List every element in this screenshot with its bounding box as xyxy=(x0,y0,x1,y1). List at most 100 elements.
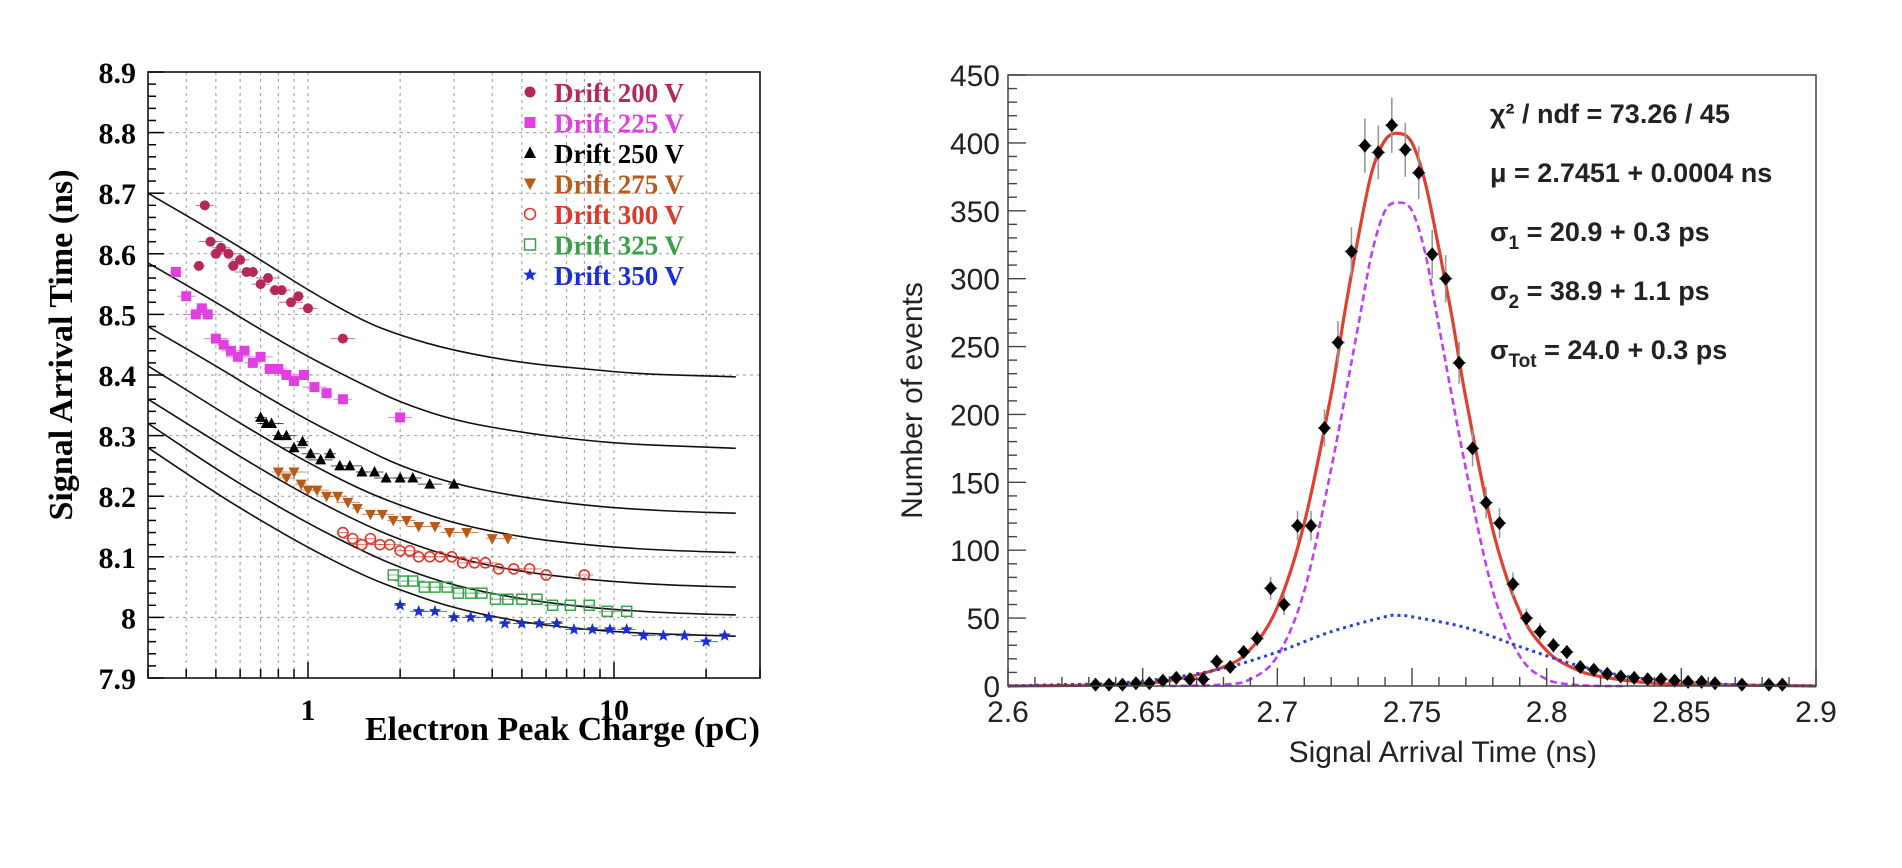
left-data-point xyxy=(196,303,207,314)
left-fit-curves xyxy=(147,192,736,637)
fit-annotation: μ = 2.7451 + 0.0004 ns xyxy=(1490,158,1772,188)
left-data-point xyxy=(266,417,278,428)
left-y-tick-label: 8.1 xyxy=(99,542,137,575)
right-data-point xyxy=(1709,676,1721,691)
left-data-point xyxy=(324,447,336,459)
right-chart-panel: 2.6 2.65 2.7 2.75 2.8 2.85 2.9 0 50 100 150 200 250 3… xyxy=(896,60,1837,769)
left-y-tick-label: 8.5 xyxy=(99,299,137,332)
right-data-point xyxy=(1291,518,1304,533)
left-data-point xyxy=(273,363,284,374)
left-data-point xyxy=(247,266,258,277)
left-series-drift-300-v xyxy=(336,526,594,581)
left-data-point xyxy=(383,538,396,551)
left-data-point xyxy=(515,616,529,629)
right-data-point xyxy=(1426,247,1439,262)
legend-marker xyxy=(524,86,536,98)
left-y-tick-label: 8.7 xyxy=(99,178,137,211)
right-y-tick-label: 150 xyxy=(950,467,1000,500)
left-data-point xyxy=(387,569,400,581)
left-series-drift-275-v xyxy=(272,467,517,545)
left-y-tick-label: 7.9 xyxy=(99,663,137,696)
left-tick-labels: 1 10 7.9 8 8.1 8.2 8.3 8.4 8.5 8.6 8.7 8.8 8.9 xyxy=(99,57,630,727)
legend-marker xyxy=(523,207,537,221)
fit-annotation: χ² / ndf = 73.26 / 45 xyxy=(1490,99,1730,129)
left-data-point xyxy=(369,465,381,477)
left-data-point xyxy=(193,260,204,271)
left-data-point xyxy=(303,303,314,314)
right-data-point xyxy=(1587,662,1600,677)
left-data-point xyxy=(394,472,406,483)
right-data-point xyxy=(1641,672,1654,687)
legend-label: Drift 250 V xyxy=(554,139,684,169)
right-data-point xyxy=(1601,666,1614,681)
left-data-point xyxy=(564,599,577,612)
left-data-point xyxy=(293,291,304,302)
left-x-axis-label: Electron Peak Charge (pC) xyxy=(365,711,760,748)
left-data-point xyxy=(601,605,613,618)
right-y-tick-label: 400 xyxy=(950,128,1000,161)
right-data-point xyxy=(1331,335,1344,350)
left-data-point xyxy=(223,248,234,259)
left-data-point xyxy=(337,333,348,344)
narrow-gaussian-curve xyxy=(1169,201,1628,688)
right-x-tick-label: 2.85 xyxy=(1652,696,1710,729)
right-data-point xyxy=(1089,677,1102,692)
left-series-drift-350-v xyxy=(393,598,731,647)
left-y-axis-label: Signal Arrival Time (ns) xyxy=(43,169,80,520)
legend-label: Drift 225 V xyxy=(554,109,684,139)
right-data-points xyxy=(1088,97,1790,692)
left-data-point xyxy=(401,515,413,527)
left-data-point xyxy=(393,598,407,611)
right-data-point xyxy=(1480,495,1493,510)
right-y-tick-label: 350 xyxy=(950,196,1000,229)
left-data-point xyxy=(486,534,498,545)
right-data-point xyxy=(1210,654,1223,669)
left-data-point xyxy=(239,345,250,356)
left-data-point xyxy=(464,610,477,623)
left-data-point xyxy=(298,370,309,380)
right-data-point xyxy=(1318,421,1331,436)
left-y-tick-label: 8.4 xyxy=(99,360,137,393)
left-data-point xyxy=(479,557,492,569)
left-data-point xyxy=(295,479,307,491)
right-data-point xyxy=(1453,355,1466,370)
left-data-point xyxy=(356,465,368,477)
left-data-point xyxy=(235,254,246,265)
right-data-point xyxy=(1170,670,1183,685)
left-data-point xyxy=(356,538,368,551)
left-data-point xyxy=(502,534,514,545)
right-x-tick-label: 2.9 xyxy=(1795,696,1837,729)
right-data-point xyxy=(1520,611,1533,626)
left-data-point xyxy=(205,236,216,247)
left-data-point xyxy=(364,509,376,521)
left-data-point xyxy=(567,623,581,635)
left-data-point xyxy=(492,563,505,575)
left-data-point xyxy=(429,522,441,533)
left-data-point xyxy=(280,473,292,485)
left-data-point xyxy=(428,604,442,617)
right-data-point xyxy=(1439,271,1452,286)
left-fit-curve xyxy=(147,325,736,514)
left-data-point xyxy=(288,376,299,387)
right-y-tick-label: 50 xyxy=(967,603,1000,636)
right-y-tick-label: 0 xyxy=(983,671,1000,704)
left-data-point xyxy=(407,472,419,483)
left-data-point xyxy=(255,351,266,362)
legend-label: Drift 300 V xyxy=(554,200,684,230)
left-data-point xyxy=(380,472,392,483)
right-data-point xyxy=(1628,670,1641,685)
left-data-point xyxy=(718,629,731,641)
left-data-point xyxy=(276,285,287,296)
left-series-drift-225-v xyxy=(169,266,413,423)
left-data-point xyxy=(395,412,406,423)
right-data-point xyxy=(1305,518,1317,533)
left-data-point xyxy=(190,309,201,320)
left-y-tick-label: 8.3 xyxy=(99,421,137,454)
right-data-point xyxy=(1493,516,1506,531)
left-data-point xyxy=(412,550,425,563)
right-tick-labels: 2.6 2.65 2.7 2.75 2.8 2.85 2.9 0 50 100 150 200 250 3… xyxy=(950,60,1837,729)
right-y-tick-label: 450 xyxy=(950,60,1000,93)
left-data-point xyxy=(533,616,546,629)
left-data-point xyxy=(448,478,460,489)
left-data-point xyxy=(443,528,455,539)
